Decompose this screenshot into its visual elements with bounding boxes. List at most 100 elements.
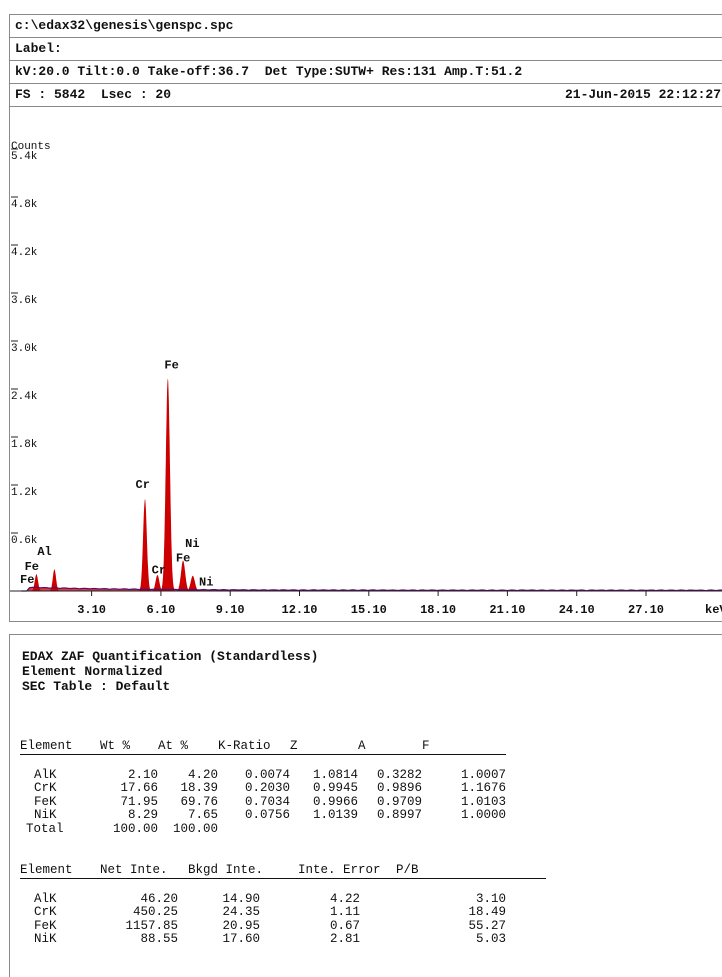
peak-label: Ni [199,575,213,589]
table-cell: 55.27 [468,918,506,933]
table-cell: 46.20 [140,891,178,906]
table-cell: 5.03 [475,932,506,946]
res-param: Res:131 [381,64,437,79]
table-row: FeK 71.95 69.76 0.7034 0.9966 0.9709 1.0103 [20,794,506,810]
x-tick-label: 12.10 [282,603,318,617]
spectrum-chart: Counts 0.6k 1.2k 1.8k 2.4k 3.0k 3.6k 4.2k 4.8k 5… [10,141,722,617]
y-tick-label: 1.2k [11,487,38,499]
table-header-cell: Net Inte. [100,861,188,879]
peak-label: Fe [164,359,178,373]
table-header-cell: P/B [396,861,546,879]
spectrum-panel: c:\edax32\genesis\genspc.spc Label: kV:2… [9,14,722,622]
table-cell: 1.11 [329,905,360,919]
file-path: c:\edax32\genesis\genspc.spc [10,15,722,38]
y-tick-label: 2.4k [11,391,38,403]
table-cell: 4.20 [187,767,218,782]
full-scale: FS : 5842 [15,87,86,102]
table-cell: 1.0000 [460,808,506,822]
y-tick-label: 4.2k [11,247,38,259]
table-header-cell: Z [290,737,358,755]
quant-title: EDAX ZAF Quantification (Standardless) [22,649,319,664]
peak-label: Fe [20,573,34,587]
x-tick-label: 15.10 [351,603,387,617]
spectrum-peak [159,378,177,591]
table-cell: 1157.85 [125,918,178,933]
table-cell: 24.35 [222,905,260,919]
y-axis-label: Counts [11,141,51,153]
table-cell: 2.81 [329,932,360,946]
table-cell: 20.95 [222,918,260,933]
table-cell: FeK [34,794,57,809]
table-cell: 0.8997 [376,808,422,822]
peak-label: Fe [176,551,190,565]
table-row: CrK 17.66 18.39 0.2030 0.9945 0.9896 1.1676 [20,781,506,796]
table-cell: 7.65 [187,808,218,822]
table-cell: 8.29 [127,808,158,822]
x-ticks: 3.10 6.10 9.10 12.10 15.10 18.10 21.10 24.10 27.… [77,591,664,617]
table-cell: 100.00 [172,821,218,836]
quant-subtitle: Element Normalized [22,664,163,679]
y-tick-label: 1.8k [11,439,38,451]
table-header-cell: Element [20,861,100,879]
table-cell: 1.0007 [460,767,506,782]
table-cell: 1.0814 [312,767,358,782]
quant-header: EDAX ZAF Quantification (Standardless) E… [22,649,318,694]
zaf-table: Element Wt % At % K-Ratio Z A F AlK 2.10 4.20 0.0… [20,737,506,836]
fs-row: FS : 5842 Lsec : 20 21-Jun-2015 22:12:27 [10,84,722,107]
x-tick-label: 9.10 [216,603,245,617]
table-cell: 4.22 [329,891,360,906]
table-cell: 0.2030 [244,781,290,795]
table-row: CrK 450.25 24.35 1.11 18.49 [20,905,546,920]
total-row: Total 100.00 100.00 [20,821,506,837]
table-cell: 0.67 [329,918,360,933]
spectrum-peak [29,574,43,591]
spectrum-peak [174,560,192,591]
y-tick-label: 0.6k [11,535,38,547]
table-cell: AlK [34,891,57,906]
table-cell: 88.55 [140,932,178,946]
table-cell: 450.25 [132,905,178,919]
table-cell: 0.9896 [376,781,422,795]
table-row: FeK 1157.85 20.95 0.67 55.27 [20,918,546,934]
y-tick-label: 4.8k [11,199,38,211]
det-type-param: Det Type:SUTW+ [264,64,374,79]
peak-label: Al [37,545,51,559]
table-header-cell: K-Ratio [218,737,290,755]
table-cell: 0.7034 [244,794,290,809]
y-tick-label: 3.0k [11,343,38,355]
spectrum-peak [137,499,153,591]
table-cell: 1.0139 [312,808,358,822]
x-tick-label: 18.10 [420,603,456,617]
table-header-cell: Element [20,737,100,755]
peak-label: Ni [185,537,199,551]
takeoff-param: Take-off:36.7 [147,64,250,79]
table-cell: 17.60 [222,932,260,946]
y-ticks: 0.6k 1.2k 1.8k 2.4k 3.0k 3.6k 4.2k 4.8k 5.4k [11,148,38,547]
x-axis-unit: keV [705,603,722,617]
table-header-cell: Inte. Error [298,861,396,879]
table-header-cell: F [422,737,506,755]
table-cell: FeK [34,918,57,933]
table-cell: AlK [34,767,57,782]
table-cell: 100.00 [112,821,158,836]
spectrum-peak [184,575,202,591]
table-cell: 71.95 [120,794,158,809]
y-tick-label: 3.6k [11,295,38,307]
table-cell: 0.9709 [376,794,422,809]
table-cell: 1.1676 [460,781,506,795]
spectrum-peak [150,575,165,591]
table-cell: 3.10 [475,891,506,906]
table-cell: CrK [34,781,57,795]
sec-table-name: SEC Table : Default [22,679,171,694]
table-cell: 0.9966 [312,794,358,809]
table-cell: Total [26,821,64,836]
table-cell: CrK [34,905,57,919]
live-seconds: Lsec : 20 [100,87,172,102]
x-tick-label: 21.10 [489,603,525,617]
table-cell: NiK [34,932,57,946]
table-cell: 18.39 [180,781,218,795]
table-row: AlK 46.20 14.90 4.22 3.10 [20,891,546,907]
table-cell: 17.66 [120,781,158,795]
table-header-cell: Wt % [100,737,158,755]
table-cell: 69.76 [180,794,218,809]
